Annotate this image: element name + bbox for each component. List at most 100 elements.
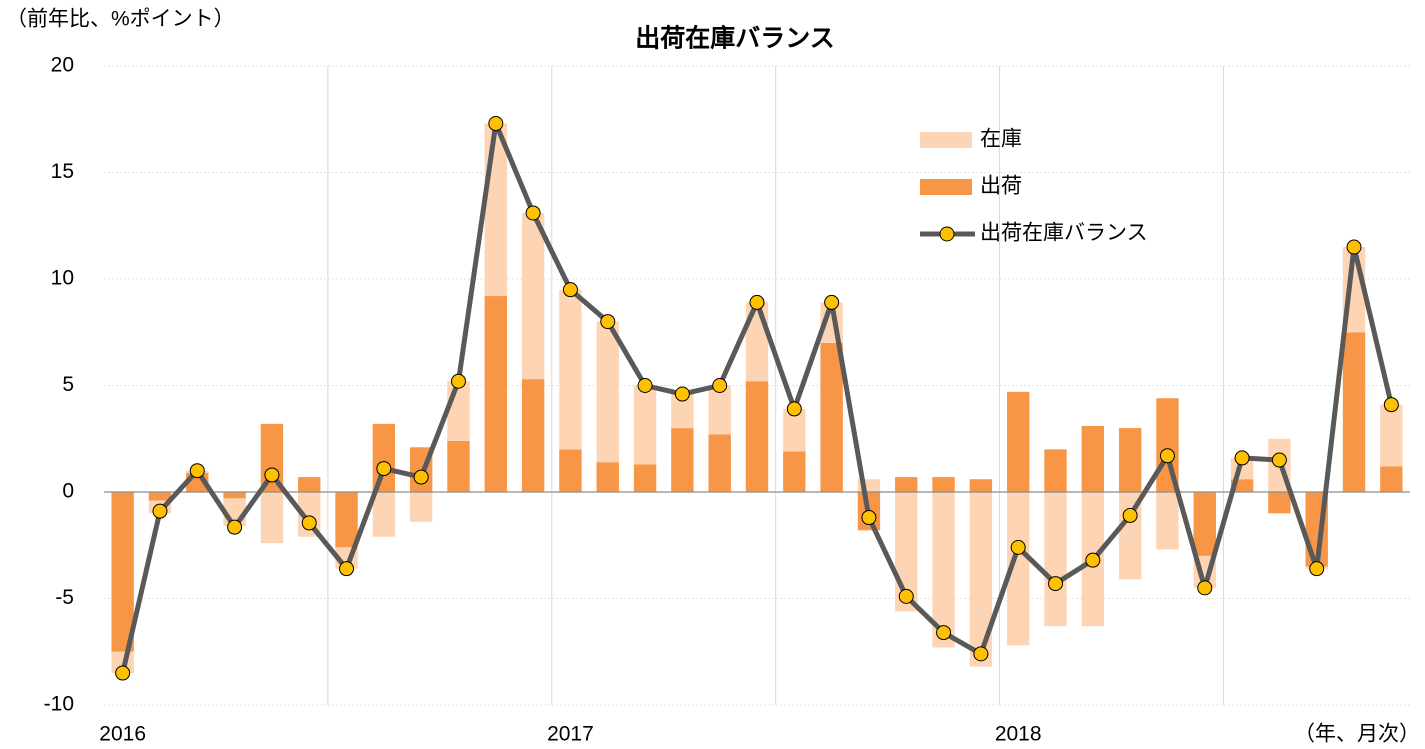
line-marker xyxy=(339,561,355,577)
line-marker xyxy=(749,294,765,310)
bar xyxy=(745,381,769,492)
bar xyxy=(783,451,806,492)
bar xyxy=(111,492,134,652)
line-marker xyxy=(786,401,802,417)
line-marker xyxy=(376,461,392,477)
bar xyxy=(1007,492,1030,646)
bar xyxy=(1193,492,1216,556)
line-marker xyxy=(301,515,317,531)
line-marker xyxy=(637,378,653,393)
line-marker xyxy=(1085,552,1101,568)
legend-marker xyxy=(939,226,955,242)
y-tick-label: -10 xyxy=(44,693,74,716)
bar xyxy=(1007,391,1030,492)
legend-label: 在庫 xyxy=(980,128,1022,151)
x-tick-label: 2016 xyxy=(99,723,146,746)
bar xyxy=(298,477,321,492)
bar xyxy=(335,492,358,548)
x-tick-label: 2017 xyxy=(547,723,594,746)
line-marker xyxy=(264,467,280,483)
y-tick-label: -5 xyxy=(55,586,74,609)
line-marker xyxy=(600,314,616,330)
line-marker xyxy=(1159,448,1175,464)
bar xyxy=(969,479,993,492)
bar xyxy=(372,492,396,537)
bar xyxy=(447,440,470,492)
bar xyxy=(1342,332,1366,492)
chart-title: 出荷在庫バランス xyxy=(635,25,835,53)
bar xyxy=(1156,492,1179,550)
bar xyxy=(521,212,545,380)
bar xyxy=(932,477,955,492)
bar xyxy=(1044,449,1067,492)
line-marker xyxy=(1048,576,1064,592)
line-marker xyxy=(189,463,205,479)
bar xyxy=(820,342,843,492)
bar xyxy=(1268,492,1291,514)
bar xyxy=(559,449,582,492)
line-marker xyxy=(227,519,243,535)
bar xyxy=(1380,466,1403,492)
line-marker xyxy=(861,510,877,526)
bar xyxy=(708,385,731,435)
bar xyxy=(671,394,694,429)
bar xyxy=(596,462,619,492)
line-marker xyxy=(488,116,504,132)
line-marker xyxy=(712,378,728,393)
line-marker xyxy=(1271,452,1287,468)
bar xyxy=(447,381,470,441)
bar xyxy=(932,492,955,648)
line-marker xyxy=(1197,580,1213,596)
line-marker xyxy=(1234,450,1250,466)
bar xyxy=(969,492,993,667)
y-tick-label: 10 xyxy=(51,267,74,290)
line-marker xyxy=(152,503,168,519)
line-marker xyxy=(525,205,541,221)
bar xyxy=(783,408,806,452)
bar xyxy=(484,123,507,297)
line-marker xyxy=(1309,561,1325,577)
bar xyxy=(409,492,433,522)
y-axis-label: （前年比、%ポイント） xyxy=(6,8,235,31)
line-marker xyxy=(674,386,690,402)
bar xyxy=(148,492,172,501)
line-marker xyxy=(898,588,914,604)
bar xyxy=(671,428,694,492)
bar xyxy=(372,423,396,492)
line-marker xyxy=(973,646,989,662)
line-marker xyxy=(1383,397,1399,413)
line-marker xyxy=(1010,539,1026,555)
x-tick-label: 2018 xyxy=(995,723,1042,746)
x-axis-label: （年、月次） xyxy=(1294,723,1420,746)
bar xyxy=(559,289,582,450)
bar xyxy=(596,321,619,463)
line-marker xyxy=(115,665,131,681)
bar xyxy=(223,492,246,499)
legend-swatch xyxy=(920,179,972,195)
bar xyxy=(1380,404,1403,467)
line-marker xyxy=(1122,507,1138,523)
line-marker xyxy=(824,294,840,310)
y-tick-label: 15 xyxy=(51,160,74,183)
legend-label: 出荷 xyxy=(980,175,1022,198)
legend-swatch xyxy=(920,132,972,148)
bar xyxy=(708,434,731,492)
bar xyxy=(895,477,918,492)
bar xyxy=(633,464,657,492)
y-tick-label: 20 xyxy=(51,54,74,77)
bar xyxy=(260,492,284,544)
bar xyxy=(1081,425,1105,492)
bar xyxy=(1118,428,1142,492)
line-marker xyxy=(1346,239,1362,255)
bar xyxy=(633,385,657,465)
line-marker xyxy=(413,469,429,485)
y-tick-label: 5 xyxy=(62,373,74,396)
legend-label: 出荷在庫バランス xyxy=(980,222,1148,245)
line-marker xyxy=(936,625,952,641)
line-marker xyxy=(450,373,466,389)
bar xyxy=(484,296,507,492)
y-tick-label: 0 xyxy=(62,480,74,503)
bar xyxy=(521,379,545,492)
line-marker xyxy=(562,282,578,298)
